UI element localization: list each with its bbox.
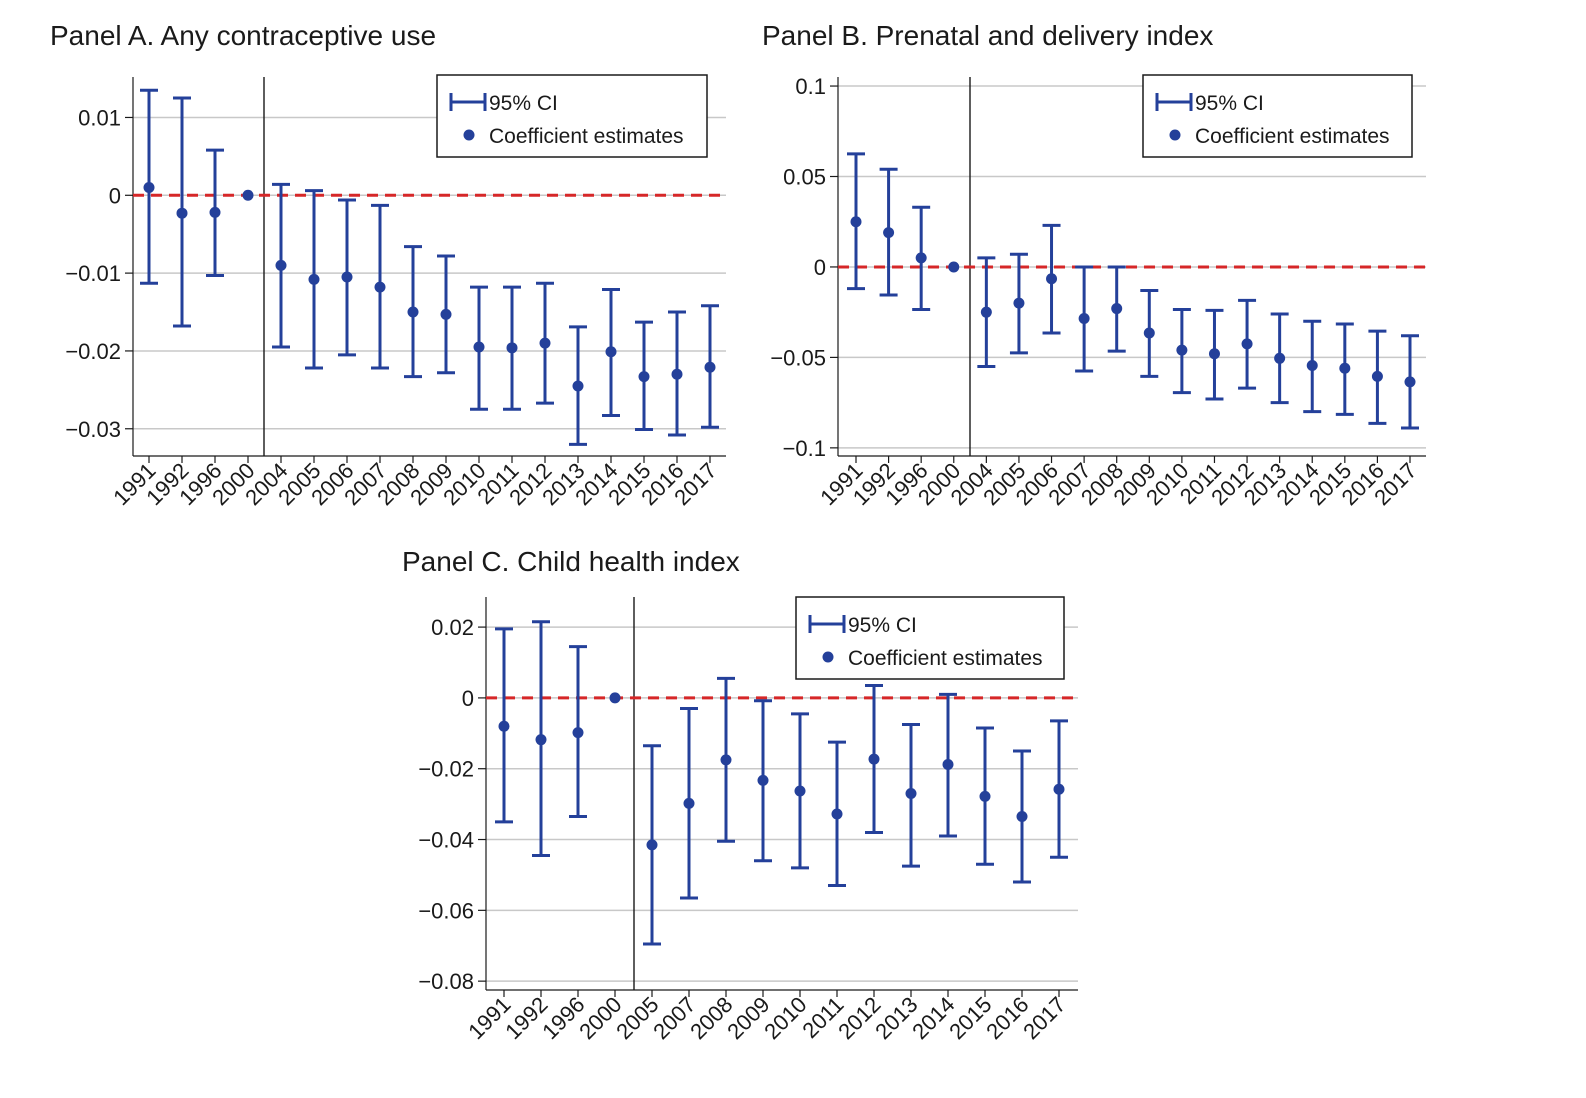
legend-ci-symbol — [808, 615, 846, 633]
coefficient-point — [539, 337, 551, 349]
coefficient-point — [1016, 811, 1028, 823]
coefficient-point — [407, 306, 419, 318]
coefficient-point — [671, 368, 683, 380]
panel-b: Panel B. Prenatal and delivery index 0.1 0… — [762, 20, 1426, 510]
panel-c: Panel C. Child health index 0.02 0 −0.02 −0.… — [402, 546, 1078, 1044]
coefficient-point — [1208, 348, 1220, 360]
legend-point-symbol — [1169, 129, 1181, 141]
y-tick-label: −0.1 — [783, 436, 826, 461]
coefficient-point — [704, 361, 716, 373]
coefficient-point — [868, 753, 880, 765]
coefficient-point — [720, 754, 732, 766]
coefficient-point — [980, 306, 992, 318]
panel-title: Panel C. Child health index — [402, 546, 740, 577]
coefficient-point — [1241, 338, 1253, 350]
y-tick-label: −0.03 — [65, 417, 121, 442]
coefficient-point — [209, 206, 221, 218]
y-tick-label: 0.05 — [783, 164, 826, 189]
y-tick-label: −0.06 — [418, 898, 474, 923]
coefficient-point — [794, 785, 806, 797]
legend-estimate-label: Coefficient estimates — [489, 125, 684, 148]
coefficient-point — [1013, 297, 1025, 309]
coefficient-point — [757, 774, 769, 786]
legend: 95% CI Coefficient estimates — [436, 74, 708, 158]
coefficient-point — [979, 790, 991, 802]
coefficient-point — [242, 189, 254, 201]
coefficient-point — [506, 342, 518, 354]
y-tick-label: 0.1 — [795, 74, 826, 99]
y-tick-label: 0 — [814, 255, 826, 280]
coefficient-point — [1176, 344, 1188, 356]
coefficient-point — [1111, 303, 1123, 315]
legend-ci-symbol — [449, 93, 487, 111]
y-tick-label: −0.01 — [65, 261, 121, 286]
y-tick-label: −0.02 — [65, 339, 121, 364]
coefficient-point — [572, 380, 584, 392]
coefficient-point — [948, 261, 960, 273]
legend-ci-label: 95% CI — [489, 92, 558, 115]
legend-estimate-label: Coefficient estimates — [1195, 125, 1390, 148]
coefficient-point — [1053, 783, 1065, 795]
coefficient-point — [498, 720, 510, 732]
coefficient-point — [1078, 313, 1090, 325]
coefficient-point — [341, 271, 353, 283]
panel-title: Panel A. Any contraceptive use — [50, 20, 436, 51]
y-tick-label: −0.08 — [418, 969, 474, 994]
x-tick-label: 2017 — [1018, 992, 1070, 1044]
coefficient-point — [1339, 362, 1351, 374]
coefficient-point — [275, 259, 287, 271]
legend-ci-label: 95% CI — [1195, 92, 1264, 115]
coefficient-point — [831, 808, 843, 820]
coefficient-point — [1143, 327, 1155, 339]
legend-estimate-label: Coefficient estimates — [848, 647, 1043, 670]
legend-ci-symbol — [1155, 93, 1193, 111]
coefficient-point — [883, 227, 895, 239]
legend: 95% CI Coefficient estimates — [795, 596, 1065, 680]
coefficient-point — [143, 182, 155, 194]
legend-point-symbol — [463, 129, 475, 141]
y-tick-label: 0 — [462, 686, 474, 711]
coefficient-point — [609, 692, 621, 704]
coefficient-point — [176, 207, 188, 219]
coefficient-point — [374, 281, 386, 293]
coefficient-point — [638, 371, 650, 383]
panel-title: Panel B. Prenatal and delivery index — [762, 20, 1213, 51]
coefficient-point — [915, 252, 927, 264]
legend: 95% CI Coefficient estimates — [1142, 74, 1413, 158]
y-tick-label: 0.01 — [78, 105, 121, 130]
coefficient-point — [1046, 273, 1058, 285]
coefficient-point — [1274, 352, 1286, 364]
panel-a: Panel A. Any contraceptive use 0.01 0 −0.01… — [50, 20, 726, 510]
y-tick-label: 0.02 — [431, 615, 474, 640]
coefficient-point — [1404, 376, 1416, 388]
y-tick-label: 0 — [109, 183, 121, 208]
coefficient-point — [905, 788, 917, 799]
coefficient-point — [308, 273, 320, 285]
y-tick-label: −0.05 — [770, 345, 826, 370]
legend-point-symbol — [822, 651, 834, 663]
coefficient-point — [1306, 360, 1318, 372]
coefficient-point — [942, 758, 954, 770]
coefficient-point — [440, 308, 452, 320]
coefficient-point — [535, 734, 547, 746]
legend-ci-label: 95% CI — [848, 614, 917, 637]
coefficient-point — [850, 216, 862, 228]
coefficient-point — [473, 341, 485, 353]
coefficient-point — [605, 346, 617, 358]
coefficient-point — [646, 839, 658, 851]
y-tick-label: −0.02 — [418, 757, 474, 782]
coefficient-point — [572, 727, 584, 739]
coefficient-point — [1371, 370, 1383, 382]
coefficient-point — [683, 797, 695, 809]
y-tick-label: −0.04 — [418, 828, 474, 853]
